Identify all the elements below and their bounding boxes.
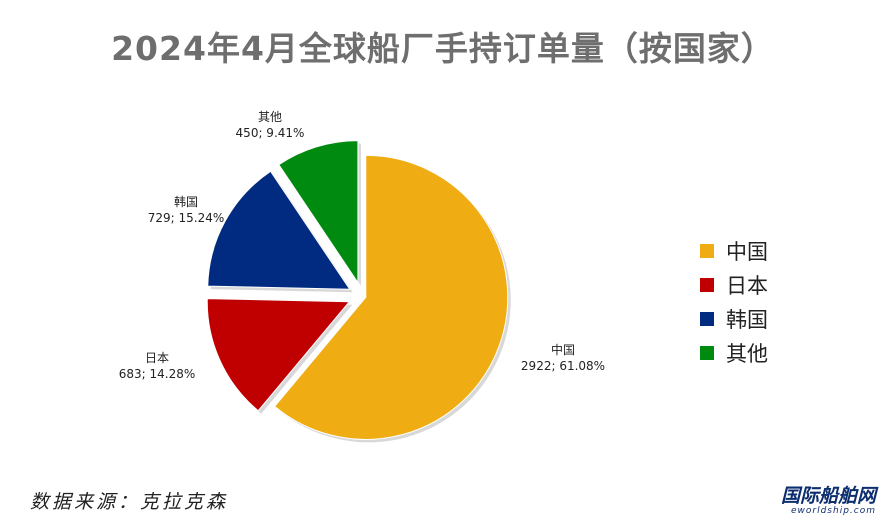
chart-title: 2024年4月全球船厂手持订单量（按国家） [111,29,775,68]
data-label-value-china: 2922; 61.08% [521,359,605,373]
legend-label-other: 其他 [726,342,768,366]
legend-item-china: 中国 [700,234,768,268]
pie-slice-china [274,154,509,440]
source-note: 数据来源：克拉克森 [30,491,229,513]
site-logo[interactable]: 国际船舶网 eworldship.com [752,486,876,520]
data-label-name-korea: 韩国 [174,194,198,209]
legend-swatch-japan [700,278,714,292]
legend-swatch-china [700,244,714,258]
legend-item-japan: 日本 [700,268,768,302]
legend-label-china: 中国 [726,240,768,264]
data-label-name-other: 其他 [258,110,282,124]
pie-slice-other [278,140,359,285]
legend-item-korea: 韩国 [700,302,768,336]
data-label-value-japan: 683; 14.28% [119,367,196,381]
data-label-value-other: 450; 9.41% [236,126,305,140]
legend-swatch-other [700,346,714,360]
legend-item-other: 其他 [700,336,768,370]
pie-slice-japan [206,298,351,412]
legend-label-japan: 日本 [726,274,768,298]
data-label-name-japan: 日本 [145,351,169,365]
logo-sub-text: eworldship.com [790,506,876,516]
data-label-value-korea: 729; 15.24% [148,211,225,225]
legend-swatch-korea [700,312,714,326]
data-label-name-china: 中国 [551,342,575,357]
pie-slice-korea [207,170,351,290]
legend: 中国 日本 韩国 其他 [700,234,768,370]
logo-main-text: 国际船舶网 [780,485,876,507]
legend-label-korea: 韩国 [726,308,768,332]
